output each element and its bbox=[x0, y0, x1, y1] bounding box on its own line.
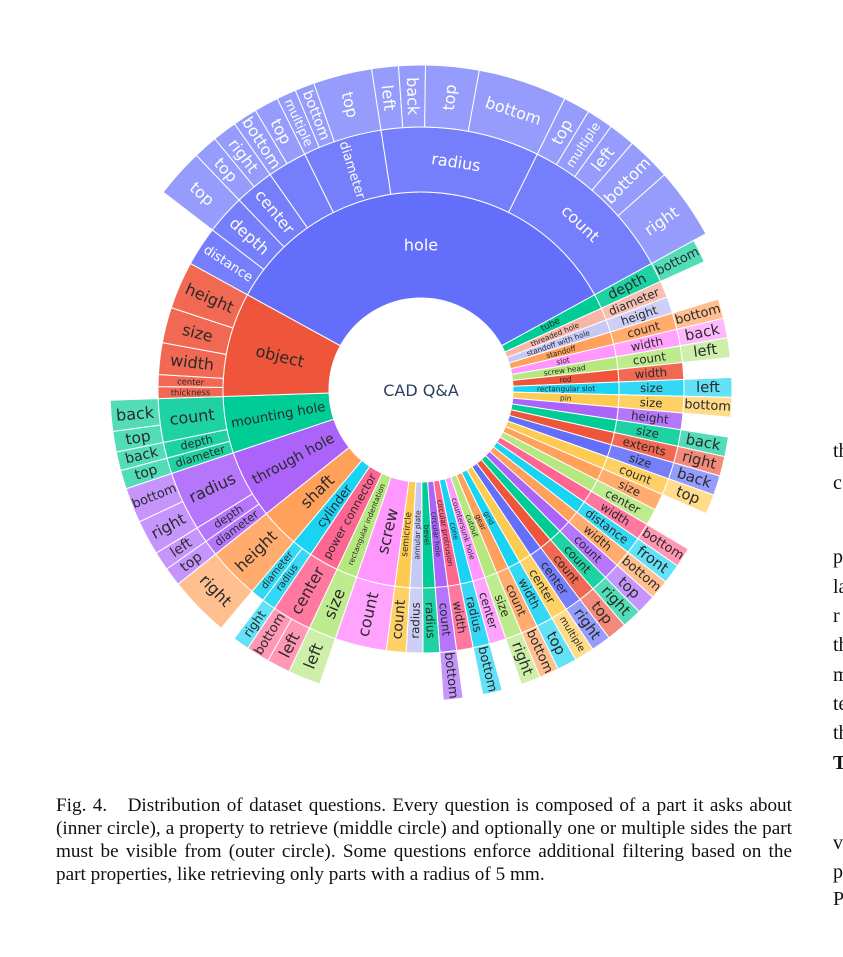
sunburst-center-label: CAD Q&A bbox=[383, 381, 459, 400]
property-label: width bbox=[634, 365, 667, 381]
property-label: width bbox=[630, 334, 665, 354]
part-label: slot bbox=[556, 355, 571, 366]
property-label: size bbox=[640, 381, 663, 395]
side-label: back bbox=[684, 431, 722, 454]
property-label: height bbox=[630, 408, 669, 426]
column-fragment: te bbox=[833, 693, 843, 715]
property-label: count bbox=[632, 349, 667, 367]
part-label: annular plate bbox=[412, 510, 422, 560]
side-label: back bbox=[115, 403, 155, 425]
column-fragment: T bbox=[833, 752, 843, 774]
column-fragment: th bbox=[833, 440, 843, 462]
side-label: top bbox=[124, 427, 152, 449]
property-label: width bbox=[450, 600, 469, 634]
property-label: size bbox=[635, 423, 660, 441]
property-wedge bbox=[170, 262, 249, 329]
part-label: semicircle bbox=[400, 512, 414, 558]
column-fragment: la bbox=[833, 576, 843, 598]
side-label: back bbox=[124, 444, 161, 467]
property-label: radius bbox=[422, 602, 437, 639]
column-fragment: m bbox=[833, 664, 843, 686]
side-label: back bbox=[683, 321, 721, 345]
part-label: cone bbox=[448, 521, 461, 541]
column-fragment: v bbox=[833, 832, 843, 854]
side-label: left bbox=[692, 341, 718, 361]
side-label: left bbox=[696, 379, 720, 396]
side-label: bottom bbox=[684, 397, 731, 415]
figure-caption: Fig. 4. Distribution of dataset question… bbox=[56, 794, 792, 886]
column-fragment: th bbox=[833, 722, 843, 744]
part-label: pin bbox=[560, 393, 572, 403]
property-label: thickness bbox=[171, 387, 211, 397]
side-label: back bbox=[403, 77, 423, 116]
property-label: radius bbox=[408, 602, 423, 639]
side-label: bottom bbox=[441, 651, 461, 699]
part-label: rectangular slot bbox=[537, 384, 595, 393]
side-label: top bbox=[439, 83, 460, 111]
side-label: top bbox=[133, 462, 160, 484]
property-label: count bbox=[389, 598, 409, 640]
part-label: bevel bbox=[422, 525, 432, 546]
column-fragment: P bbox=[833, 888, 843, 910]
caption-figure-label: Fig. 4. bbox=[56, 795, 108, 816]
property-label: count bbox=[436, 602, 453, 637]
column-fragment: c bbox=[833, 472, 842, 494]
column-fragment: th bbox=[833, 634, 843, 656]
part-label: rod bbox=[559, 375, 572, 385]
property-label: center bbox=[177, 376, 205, 387]
part-label: hole bbox=[404, 235, 438, 254]
side-label: left bbox=[378, 84, 400, 112]
property-label: size bbox=[627, 451, 653, 471]
column-fragment: p bbox=[833, 861, 843, 883]
column-fragment: r bbox=[833, 605, 840, 627]
property-label: size bbox=[639, 395, 663, 410]
caption-text: Distribution of dataset questions. Every… bbox=[56, 795, 792, 885]
column-fragment: p bbox=[833, 546, 843, 568]
